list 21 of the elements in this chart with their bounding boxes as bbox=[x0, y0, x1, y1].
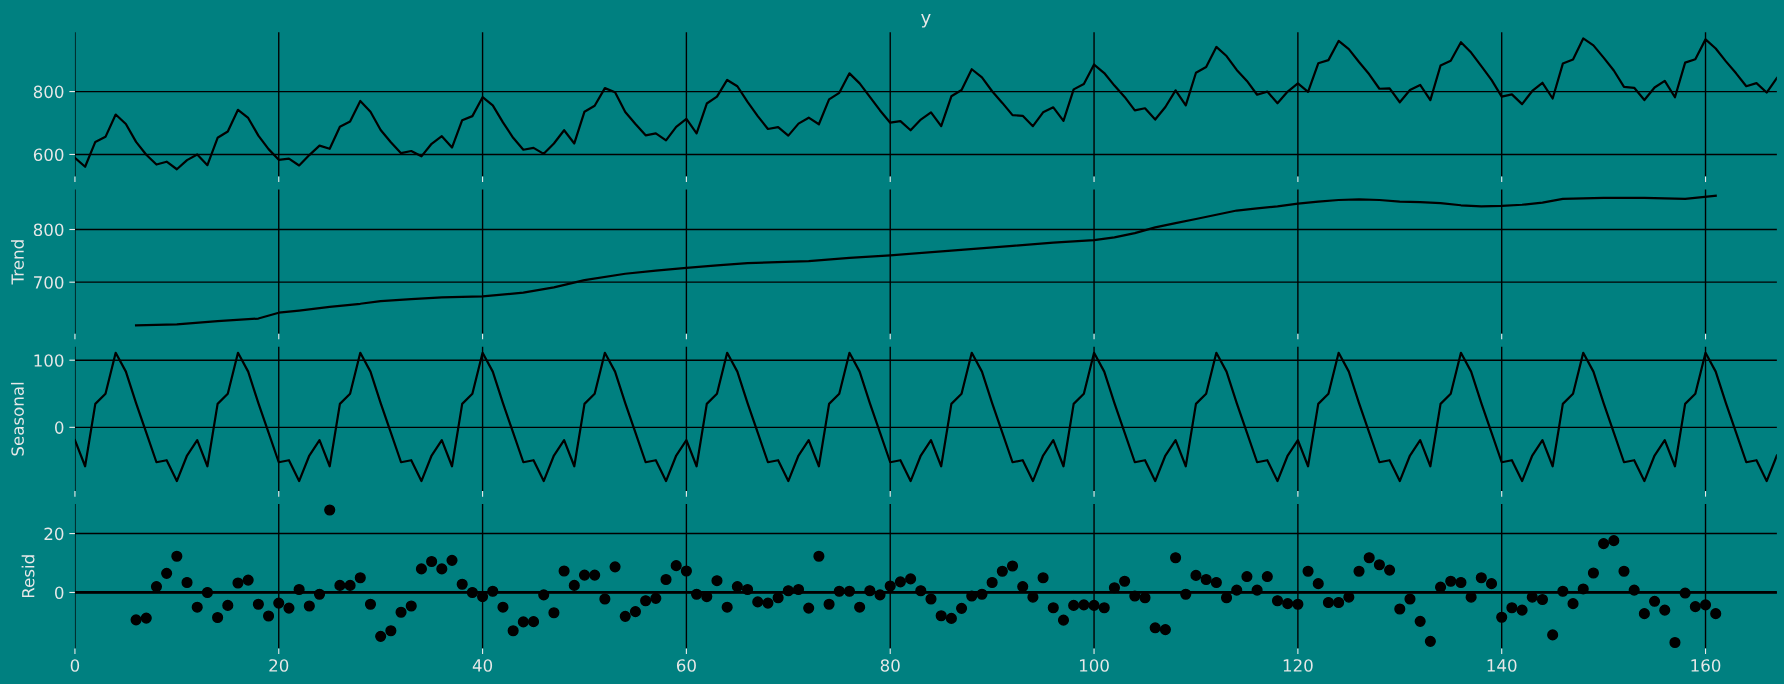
x-tick-label: 140 bbox=[1487, 659, 1517, 672]
y-tick-label: 0 bbox=[55, 586, 64, 600]
y-tick-label: 800 bbox=[33, 85, 64, 99]
x-tick-label: 160 bbox=[1691, 659, 1721, 672]
x-tick-label: 100 bbox=[1079, 659, 1109, 672]
y-axis-title: Seasonal bbox=[11, 382, 24, 456]
x-tick-label: 20 bbox=[269, 659, 289, 672]
y-tick-label: 700 bbox=[34, 276, 64, 289]
x-tick-label: 120 bbox=[1283, 659, 1313, 672]
y-tick-label: 800 bbox=[33, 223, 64, 237]
x-tick-label: 40 bbox=[472, 659, 493, 672]
x-tick-label: 60 bbox=[676, 659, 696, 672]
y-tick-label: 100 bbox=[34, 354, 64, 367]
x-tick-label: 80 bbox=[880, 659, 900, 672]
y-tick-label: 600 bbox=[33, 148, 64, 162]
y-axis-title: Resid bbox=[21, 555, 35, 598]
y-axis-title: Trend bbox=[11, 240, 24, 285]
x-tick-label: 0 bbox=[70, 659, 80, 672]
y-tick-label: 20 bbox=[44, 527, 64, 541]
y-tick-label: 0 bbox=[55, 421, 64, 434]
chart-title: y bbox=[921, 13, 931, 28]
